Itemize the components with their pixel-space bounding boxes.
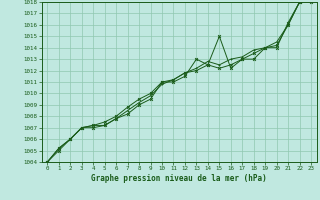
X-axis label: Graphe pression niveau de la mer (hPa): Graphe pression niveau de la mer (hPa) (91, 174, 267, 183)
